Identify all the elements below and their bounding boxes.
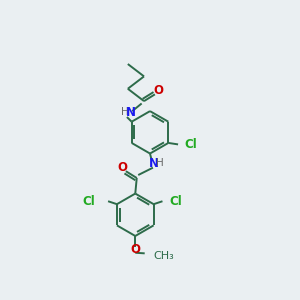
Text: O: O xyxy=(130,243,140,256)
Text: Cl: Cl xyxy=(169,195,182,208)
Text: O: O xyxy=(117,161,127,174)
Text: H: H xyxy=(156,158,164,168)
Text: CH₃: CH₃ xyxy=(153,251,174,261)
Text: N: N xyxy=(149,157,159,170)
Text: N: N xyxy=(125,106,136,118)
Text: H: H xyxy=(121,107,129,117)
Text: O: O xyxy=(154,84,164,97)
Text: Cl: Cl xyxy=(184,138,197,151)
Text: Cl: Cl xyxy=(82,195,95,208)
